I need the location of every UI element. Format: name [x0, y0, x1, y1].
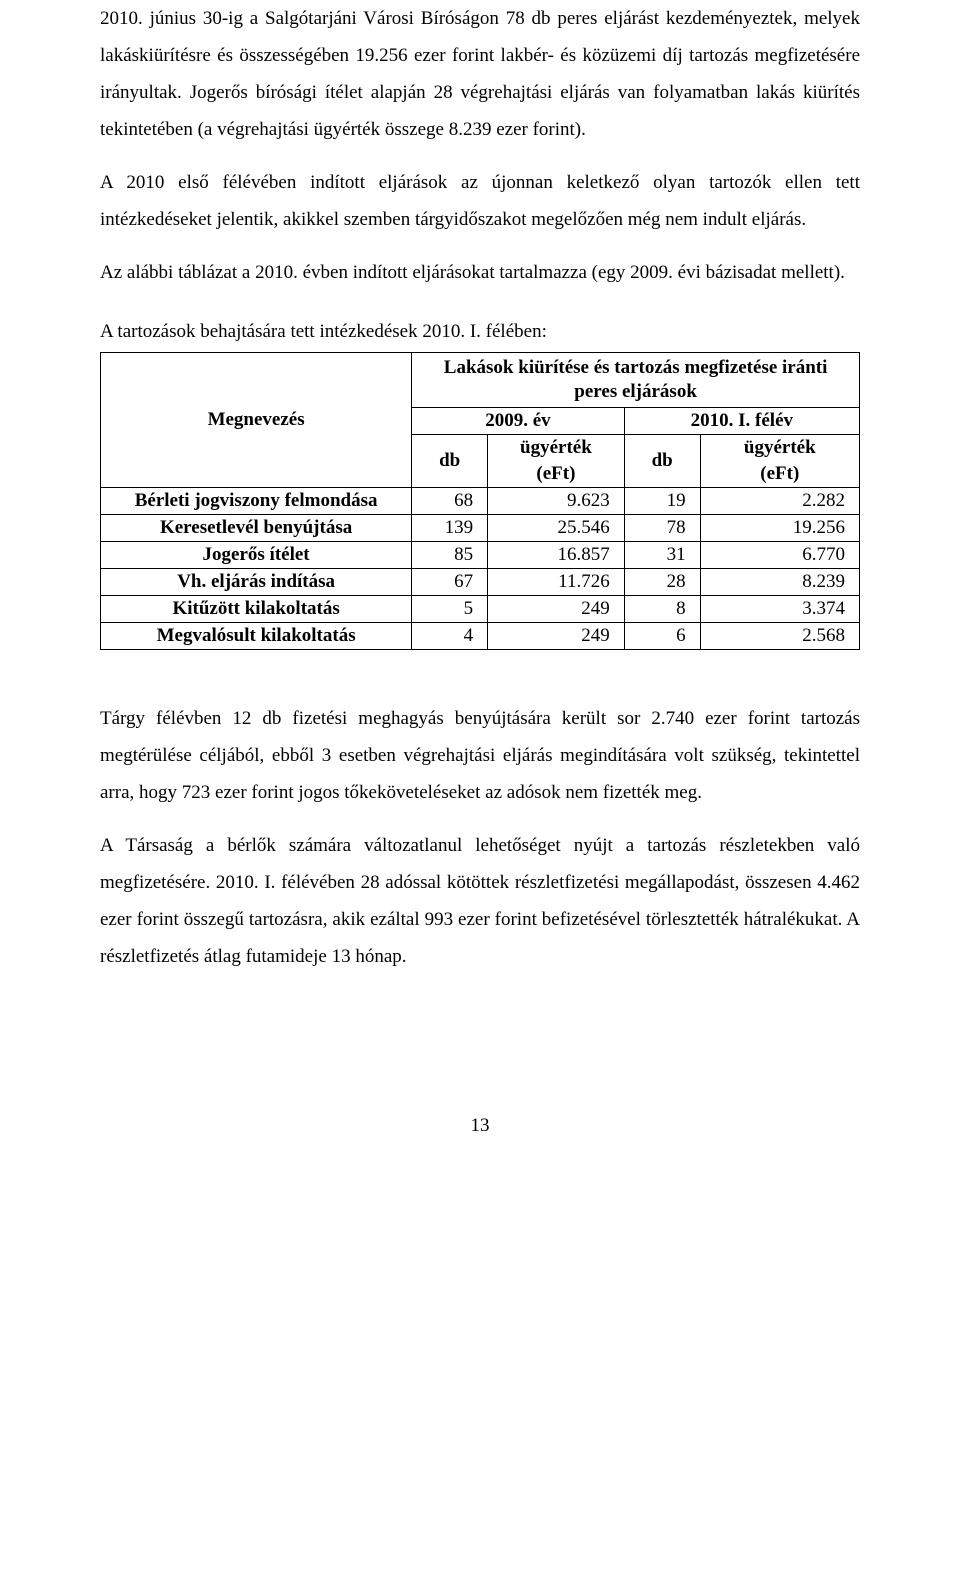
header-year-2009: 2009. év	[412, 408, 625, 435]
table-row: Megvalósult kilakoltatás 4 249 6 2.568	[101, 622, 860, 649]
paragraph-1: 2010. június 30-ig a Salgótarjáni Városi…	[100, 0, 860, 148]
row-db09: 85	[412, 541, 488, 568]
row-db09: 68	[412, 487, 488, 514]
row-label: Megvalósult kilakoltatás	[101, 622, 412, 649]
paragraph-5: A Társaság a bérlők számára változatlanu…	[100, 827, 860, 975]
table-intro: A tartozások behajtására tett intézkedés…	[100, 313, 860, 350]
row-db10: 28	[624, 568, 700, 595]
row-val09: 9.623	[488, 487, 625, 514]
row-db10: 8	[624, 595, 700, 622]
row-db10: 6	[624, 622, 700, 649]
header-title-line2: peres eljárások	[412, 381, 860, 408]
row-val09: 11.726	[488, 568, 625, 595]
header-title-line1: Lakások kiürítése és tartozás megfizetés…	[412, 353, 860, 382]
row-db10: 31	[624, 541, 700, 568]
row-db09: 5	[412, 595, 488, 622]
header-ugyertek-2010: ügyérték (eFt)	[700, 435, 859, 487]
row-val09: 249	[488, 622, 625, 649]
table-row: Bérleti jogviszony felmondása 68 9.623 1…	[101, 487, 860, 514]
row-val10: 2.568	[700, 622, 859, 649]
row-label: Kitűzött kilakoltatás	[101, 595, 412, 622]
row-db09: 67	[412, 568, 488, 595]
header-ugyertek-2009-l2: (eFt)	[536, 463, 575, 484]
row-val10: 6.770	[700, 541, 859, 568]
page-number: 13	[100, 1115, 860, 1137]
header-ugyertek-2010-l1: ügyérték	[744, 437, 816, 458]
row-db10: 78	[624, 514, 700, 541]
header-year-2010: 2010. I. félév	[624, 408, 859, 435]
header-db-2009: db	[412, 435, 488, 487]
paragraph-4: Tárgy félévben 12 db fizetési meghagyás …	[100, 700, 860, 811]
table-row: Jogerős ítélet 85 16.857 31 6.770	[101, 541, 860, 568]
row-val09: 16.857	[488, 541, 625, 568]
row-val09: 249	[488, 595, 625, 622]
paragraph-3: Az alábbi táblázat a 2010. évben indítot…	[100, 254, 860, 291]
header-ugyertek-2010-l2: (eFt)	[760, 463, 799, 484]
row-val10: 19.256	[700, 514, 859, 541]
paragraph-2: A 2010 első félévében indított eljárások…	[100, 164, 860, 238]
header-megnevezes: Megnevezés	[101, 353, 412, 487]
row-val10: 3.374	[700, 595, 859, 622]
row-db09: 139	[412, 514, 488, 541]
header-ugyertek-2009: ügyérték (eFt)	[488, 435, 625, 487]
header-ugyertek-2009-l1: ügyérték	[520, 437, 592, 458]
row-label: Vh. eljárás indítása	[101, 568, 412, 595]
row-db10: 19	[624, 487, 700, 514]
row-val10: 2.282	[700, 487, 859, 514]
table-title-row-1: Megnevezés Lakások kiürítése és tartozás…	[101, 353, 860, 382]
table-row: Keresetlevél benyújtása 139 25.546 78 19…	[101, 514, 860, 541]
page: 2010. június 30-ig a Salgótarjáni Városi…	[0, 0, 960, 1197]
header-db-2010: db	[624, 435, 700, 487]
row-val10: 8.239	[700, 568, 859, 595]
row-db09: 4	[412, 622, 488, 649]
table-row: Kitűzött kilakoltatás 5 249 8 3.374	[101, 595, 860, 622]
row-label: Keresetlevél benyújtása	[101, 514, 412, 541]
row-label: Jogerős ítélet	[101, 541, 412, 568]
row-val09: 25.546	[488, 514, 625, 541]
row-label: Bérleti jogviszony felmondása	[101, 487, 412, 514]
measures-table: Megnevezés Lakások kiürítése és tartozás…	[100, 352, 860, 649]
table-row: Vh. eljárás indítása 67 11.726 28 8.239	[101, 568, 860, 595]
